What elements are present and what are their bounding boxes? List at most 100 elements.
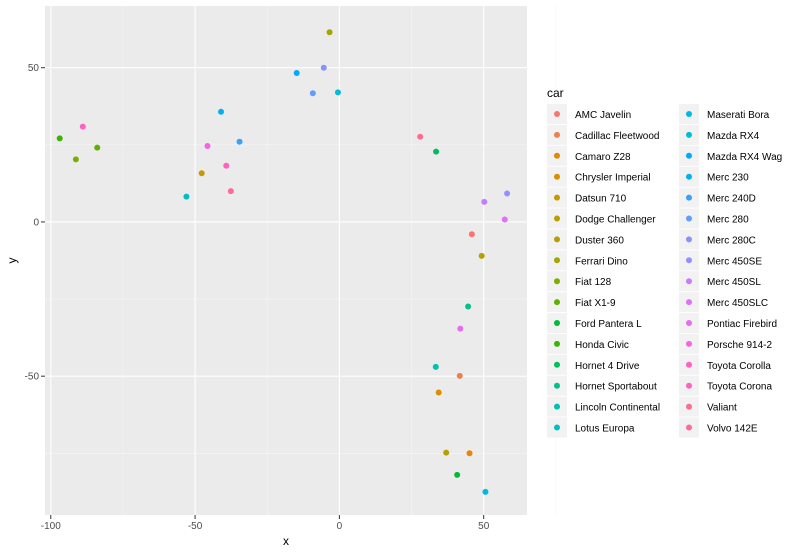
legend-swatch <box>686 382 692 389</box>
x-tick-label: 50 <box>478 521 490 532</box>
legend-swatch <box>554 236 560 243</box>
legend-swatch <box>686 299 692 306</box>
legend-swatch <box>686 257 692 264</box>
legend-swatch <box>554 361 560 368</box>
data-point <box>478 252 485 259</box>
legend-swatch <box>686 278 692 285</box>
legend-label: Chrysler Imperial <box>575 173 651 184</box>
data-point <box>432 363 439 370</box>
data-point <box>468 231 475 238</box>
legend-label: Mazda RX4 Wag <box>707 152 782 163</box>
legend-label: Duster 360 <box>575 235 624 246</box>
data-point <box>56 135 63 142</box>
legend-swatch <box>554 194 560 201</box>
legend-label: Fiat 128 <box>575 277 612 288</box>
legend-label: Volvo 142E <box>707 424 758 435</box>
data-point <box>435 389 442 396</box>
legend-swatch <box>686 403 692 410</box>
legend-title: car <box>547 86 564 100</box>
data-point <box>443 449 450 456</box>
x-axis: -100 -50 0 50 <box>41 515 490 532</box>
data-point <box>72 156 79 163</box>
legend-label: Merc 280C <box>707 235 756 246</box>
legend-label: Camaro Z28 <box>575 152 631 163</box>
x-tick-label: 0 <box>337 521 343 532</box>
data-point <box>417 133 424 140</box>
legend-label: Honda Civic <box>575 340 629 351</box>
legend-swatch <box>686 215 692 222</box>
data-point <box>454 471 461 478</box>
data-point <box>79 123 86 130</box>
legend-swatch <box>686 111 692 117</box>
legend-swatch <box>686 236 692 243</box>
legend-label: Merc 240D <box>707 194 756 205</box>
legend-label: Fiat X1-9 <box>575 298 616 309</box>
legend-swatch <box>554 173 560 180</box>
legend-label: Toyota Corona <box>707 382 772 393</box>
data-point <box>309 90 316 97</box>
legend-label: Toyota Corolla <box>707 361 771 372</box>
legend-label: AMC Javelin <box>575 110 631 121</box>
data-point <box>320 64 327 71</box>
legend-swatch <box>554 257 560 264</box>
legend-swatch <box>554 111 560 117</box>
legend-label: Ferrari Dino <box>575 256 628 267</box>
data-point <box>236 138 243 145</box>
legend-swatch <box>686 361 692 368</box>
y-tick-label: 50 <box>28 63 40 74</box>
data-point <box>504 190 511 197</box>
data-point <box>183 193 190 200</box>
grid-lines <box>45 6 557 515</box>
legend-swatch <box>686 173 692 180</box>
legend-swatch <box>554 320 560 326</box>
legend-swatch <box>554 299 560 306</box>
x-axis-label: x <box>283 534 289 548</box>
legend-label: Hornet 4 Drive <box>575 361 640 372</box>
legend-swatch <box>686 340 692 347</box>
legend-label: Merc 280 <box>707 215 749 226</box>
legend: car AMC Javelin Cadillac Fleetwood Camaro … <box>547 86 782 438</box>
legend-swatch <box>554 382 560 389</box>
legend-swatch <box>686 152 692 159</box>
legend-swatch <box>554 403 560 410</box>
y-axis: -50 0 50 <box>25 63 45 383</box>
data-point <box>334 89 341 96</box>
plot-panel <box>45 6 527 515</box>
data-point <box>466 450 473 457</box>
data-point <box>218 108 225 115</box>
legend-label: Mazda RX4 <box>707 131 760 142</box>
legend-label: Cadillac Fleetwood <box>575 131 660 142</box>
data-point <box>223 162 230 169</box>
data-point <box>227 188 234 195</box>
legend-swatch <box>686 131 692 138</box>
data-points <box>56 29 511 495</box>
legend-label: Hornet Sportabout <box>575 382 657 393</box>
legend-label: Ford Pantera L <box>575 319 642 330</box>
legend-label: Lotus Europa <box>575 424 635 435</box>
data-point <box>293 69 300 76</box>
x-tick-label: -50 <box>188 521 203 532</box>
data-point <box>482 488 489 495</box>
data-point <box>456 372 463 379</box>
legend-swatch <box>554 152 560 159</box>
y-tick-label: 0 <box>33 217 39 228</box>
legend-label: Pontiac Firebird <box>707 319 777 330</box>
legend-label: Maserati Bora <box>707 110 770 121</box>
data-point <box>326 29 333 36</box>
legend-label: Merc 450SL <box>707 277 761 288</box>
legend-label: Merc 450SE <box>707 256 762 267</box>
data-point <box>94 144 101 151</box>
legend-swatch <box>686 424 692 431</box>
legend-label: Dodge Challenger <box>575 215 656 226</box>
legend-label: Merc 230 <box>707 173 749 184</box>
legend-label: Lincoln Continental <box>575 403 660 414</box>
y-axis-label: y <box>5 258 19 264</box>
legend-swatch <box>686 320 692 326</box>
legend-label: Porsche 914-2 <box>707 340 772 351</box>
legend-swatch <box>554 215 560 222</box>
legend-swatch <box>554 340 560 347</box>
data-point <box>501 216 508 223</box>
legend-label: Valiant <box>707 403 737 414</box>
data-point <box>204 143 211 150</box>
